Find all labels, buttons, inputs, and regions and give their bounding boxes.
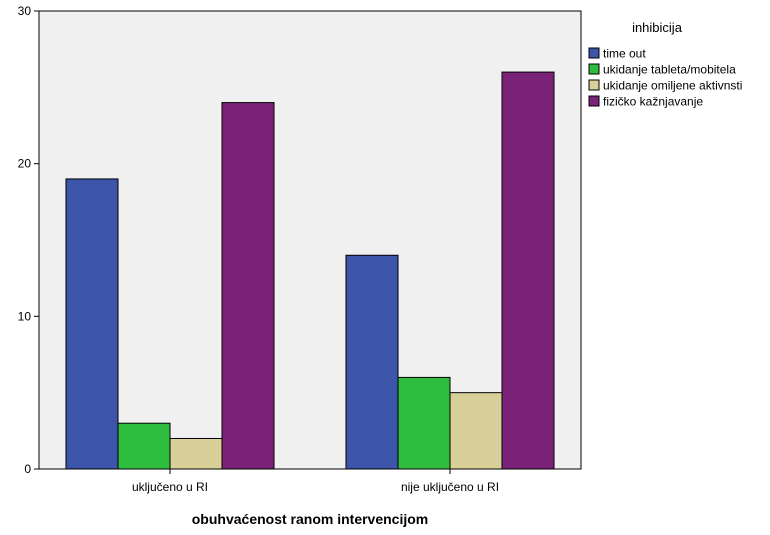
bar-1-1	[65, 178, 119, 470]
bar-2-1	[117, 422, 171, 470]
bar-2-2	[397, 376, 451, 470]
y-tick-label: 0	[24, 462, 31, 476]
x-axis-title: obuhvaćenost ranom intervencijom	[192, 511, 429, 527]
legend: inhibicija time out ukidanje tableta/mobi…	[588, 20, 742, 109]
bar-3-2	[449, 392, 503, 470]
legend-label-2: ukidanje tableta/mobitela	[603, 63, 736, 77]
bar-1-2	[345, 254, 399, 470]
x-tick-label: uključeno u RI	[132, 480, 208, 494]
y-tick-label: 20	[18, 157, 32, 171]
bar-4-1	[221, 102, 275, 470]
legend-swatch-3	[588, 79, 600, 91]
y-tick-label: 30	[18, 4, 32, 18]
legend-label-1: time out	[603, 47, 646, 61]
legend-label-3: ukidanje omiljene aktivnsti	[603, 79, 742, 93]
bar-4-2	[501, 71, 555, 470]
bar-3-1	[169, 437, 223, 470]
axis-layer: 0 10 20 30 uključeno u RI nije uključeno u RI	[18, 4, 499, 494]
bars-layer	[65, 71, 555, 470]
legend-swatch-2	[588, 63, 600, 75]
x-tick-label: nije uključeno u RI	[401, 480, 499, 494]
legend-swatch-1	[588, 47, 600, 59]
legend-label-4: fizičko kažnjavanje	[603, 95, 703, 109]
legend-swatch-4	[588, 95, 600, 107]
y-tick-label: 10	[18, 309, 32, 323]
legend-title: inhibicija	[632, 20, 683, 35]
